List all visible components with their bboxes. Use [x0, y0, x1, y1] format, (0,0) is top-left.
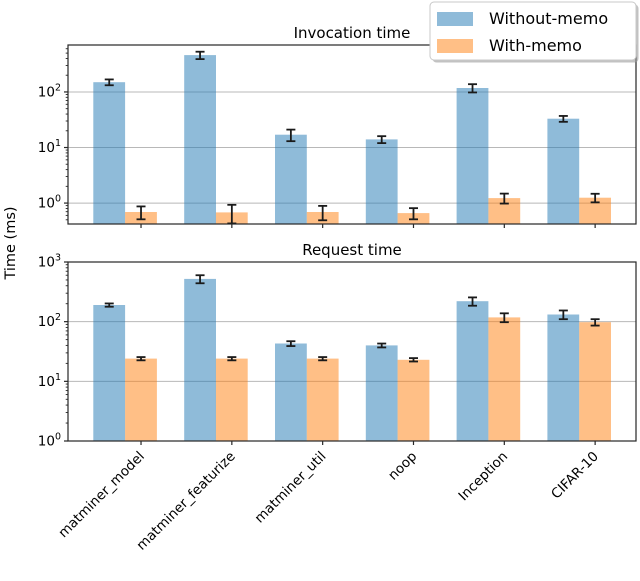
axes-frame — [67, 44, 637, 225]
y-tick-label: 103 — [38, 253, 61, 271]
y-tick-label: 102 — [38, 82, 61, 100]
bar-without_memo-noop — [365, 139, 398, 224]
bar-with_memo-cifar-10 — [579, 322, 611, 441]
legend-swatch-without-memo — [437, 12, 473, 26]
chart-title-request: Request time — [302, 241, 402, 259]
axes-frame — [67, 261, 637, 442]
x-tick-label: Inception — [455, 449, 511, 505]
x-tick-label: matminer_featurize — [134, 449, 239, 554]
bar-without_memo-matminer-util — [275, 343, 307, 441]
bar-without_memo-inception — [456, 301, 489, 441]
bar-without_memo-matminer-model — [93, 82, 126, 224]
bar-without_memo-matminer-featurize — [184, 55, 216, 224]
x-tick-label: noop — [385, 449, 420, 484]
bar-without_memo-inception — [456, 88, 489, 224]
chart-title-invocation: Invocation time — [294, 24, 411, 42]
bar-without_memo-cifar-10 — [547, 118, 580, 224]
legend-swatch-with-memo — [437, 39, 473, 53]
y-tick-label: 102 — [38, 312, 61, 330]
bar-without_memo-cifar-10 — [547, 314, 580, 441]
y-axis-label: Time (ms) — [3, 206, 19, 280]
y-tick-label: 101 — [38, 372, 61, 390]
y-tick-label: 100 — [38, 194, 61, 212]
legend-label-without-memo: Without-memo — [489, 9, 608, 28]
y-tick-label: 100 — [38, 432, 61, 450]
x-tick-label: CIFAR-10 — [548, 449, 602, 503]
bar-without_memo-matminer-util — [275, 134, 307, 224]
legend-label-with-memo: With-memo — [489, 36, 582, 55]
x-tick-label: matminer_model — [55, 449, 148, 542]
y-tick-label: 101 — [38, 138, 61, 156]
bar-with_memo-noop — [397, 359, 430, 441]
x-tick-label: matminer_util — [252, 449, 330, 527]
bar-with_memo-matminer-featurize — [215, 358, 248, 441]
bar-with_memo-matminer-util — [306, 358, 339, 441]
bar-without_memo-matminer-featurize — [184, 278, 216, 441]
bar-without_memo-noop — [365, 345, 398, 441]
bar-with_memo-inception — [488, 317, 521, 441]
bar-with_memo-matminer-model — [125, 358, 157, 441]
bar-without_memo-matminer-model — [93, 305, 126, 441]
legend-box — [429, 1, 637, 61]
